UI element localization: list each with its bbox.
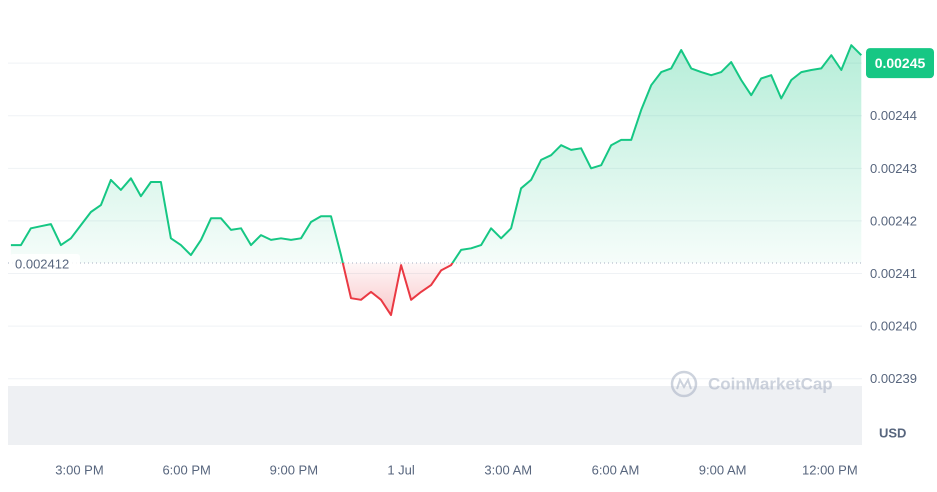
plot: 0.002412: [8, 44, 863, 317]
y-tick-label: 0.00240: [870, 319, 917, 334]
y-tick-label: 0.00243: [870, 161, 917, 176]
x-tick-label: 3:00 AM: [484, 462, 532, 477]
y-tick-label: 0.00242: [870, 213, 917, 228]
x-tick-label: 3:00 PM: [55, 462, 103, 477]
axes: 0.00239 0.00240 0.00241 0.00242 0.00243 0.002…: [55, 48, 934, 477]
x-tick-label: 9:00 PM: [270, 462, 318, 477]
watermark-logo-mark: [676, 377, 692, 390]
current-price-tag: [866, 48, 934, 79]
baseline-label-bg: [10, 254, 80, 273]
x-tick-label: 9:00 AM: [699, 462, 747, 477]
y-tick-label: 0.00244: [870, 108, 917, 123]
currency-label: USD: [879, 425, 906, 440]
watermark-logo: [670, 370, 698, 398]
baseline-label: 0.002412: [15, 256, 69, 271]
y-tick-label: 0.00241: [870, 266, 917, 281]
watermark: CoinMarketCap: [670, 370, 833, 398]
x-tick-label: 1 Jul: [387, 462, 415, 477]
price-area: [10, 45, 862, 316]
current-price-label: 0.00245: [875, 55, 926, 71]
x-tick-label: 6:00 PM: [162, 462, 210, 477]
watermark-text: CoinMarketCap: [708, 374, 833, 393]
y-tick-label: 0.00239: [870, 371, 917, 386]
volume-band: [8, 386, 862, 445]
price-line: [10, 44, 863, 317]
x-tick-label: 12:00 PM: [802, 462, 858, 477]
x-tick-label: 6:00 AM: [592, 462, 640, 477]
